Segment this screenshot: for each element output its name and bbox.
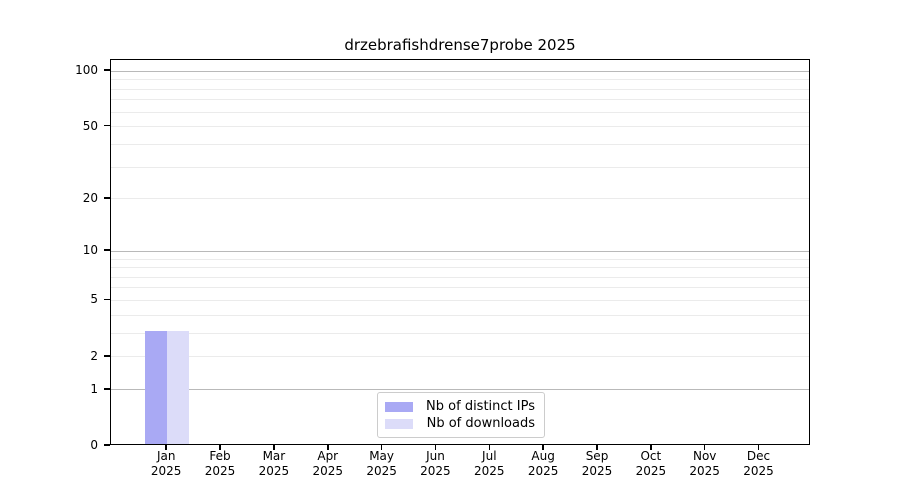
- legend-row-distinct-ips: Nb of distinct IPs: [385, 399, 535, 414]
- x-tick-mar: [273, 444, 275, 450]
- gridline-y-30: [111, 166, 809, 168]
- legend-row-downloads: Nb of downloads: [385, 416, 535, 431]
- y-tick-label-50: 50: [82, 118, 98, 133]
- x-tick-label-feb: Feb 2025: [204, 449, 236, 478]
- x-tick-oct: [650, 444, 652, 450]
- y-tick-label-2: 2: [90, 348, 98, 363]
- gridline-y-8: [111, 267, 809, 269]
- y-tick-5: [103, 298, 110, 301]
- y-tick-1: [103, 387, 110, 390]
- gridline-y-7: [111, 276, 809, 278]
- x-tick-sep: [596, 444, 598, 450]
- gridline-y-70: [111, 99, 809, 101]
- gridline-y-80: [111, 88, 809, 90]
- x-tick-feb: [219, 444, 221, 450]
- legend-label-downloads: Nb of downloads: [426, 416, 535, 431]
- bar-jan-nb-of-distinct-ips: [145, 331, 168, 444]
- x-tick-jan: [165, 444, 167, 450]
- x-tick-label-jun: Jun 2025: [420, 449, 451, 478]
- x-tick-label-jul: Jul 2025: [474, 449, 505, 478]
- x-tick-label-nov: Nov 2025: [689, 449, 720, 478]
- y-tick-label-0: 0: [90, 438, 98, 452]
- y-tick-label-1: 1: [90, 381, 98, 396]
- y-tick-20: [103, 196, 110, 199]
- plot-area: [110, 59, 810, 445]
- x-tick-label-aug: Aug 2025: [527, 449, 559, 478]
- gridline-y-100: [111, 70, 809, 72]
- gridline-y-3: [111, 332, 809, 334]
- x-tick-label-apr: Apr 2025: [312, 449, 344, 478]
- y-tick-label-20: 20: [82, 190, 98, 205]
- gridline-y-90: [111, 79, 809, 81]
- x-tick-nov: [703, 444, 706, 450]
- y-tick-label-10: 10: [82, 243, 98, 258]
- x-tick-dec: [757, 444, 760, 450]
- x-tick-jul: [488, 444, 491, 450]
- gridline-y-1: [111, 389, 809, 391]
- x-tick-label-may: May 2025: [366, 449, 397, 478]
- x-tick-aug: [542, 444, 544, 450]
- x-tick-jun: [434, 444, 437, 450]
- gridline-y-6: [111, 287, 809, 289]
- y-tick-10: [103, 249, 110, 252]
- legend-swatch-distinct-ips: [385, 401, 413, 412]
- y-tick-100: [103, 69, 110, 71]
- y-tick-50: [103, 124, 110, 127]
- legend: Nb of distinct IPs Nb of downloads: [377, 392, 545, 438]
- x-tick-apr: [326, 444, 329, 450]
- x-tick-may: [380, 444, 383, 450]
- gridline-y-20: [111, 198, 809, 200]
- legend-label-distinct-ips: Nb of distinct IPs: [426, 399, 535, 414]
- gridline-y-60: [111, 111, 809, 113]
- chart-title: drzebrafishdrense7probe 2025: [344, 36, 576, 54]
- y-tick-label-100: 100: [75, 63, 98, 78]
- gridline-y-40: [111, 143, 809, 145]
- y-tick-label-5: 5: [90, 292, 98, 307]
- legend-swatch-downloads: [385, 418, 413, 429]
- gridline-y-9: [111, 258, 809, 260]
- gridline-y-10: [111, 250, 809, 252]
- y-tick-0: [103, 444, 110, 446]
- x-tick-label-mar: Mar 2025: [258, 449, 290, 478]
- gridline-y-2: [111, 356, 809, 358]
- gridline-y-5: [111, 299, 809, 301]
- x-tick-label-jan: Jan 2025: [150, 449, 182, 478]
- x-tick-label-sep: Sep 2025: [581, 449, 613, 478]
- y-tick-2: [103, 354, 110, 357]
- x-tick-label-oct: Oct 2025: [635, 449, 667, 478]
- gridline-y-4: [111, 314, 809, 316]
- x-tick-label-dec: Dec 2025: [743, 449, 774, 478]
- gridline-y-50: [111, 126, 809, 128]
- bar-jan-nb-of-downloads: [167, 331, 190, 444]
